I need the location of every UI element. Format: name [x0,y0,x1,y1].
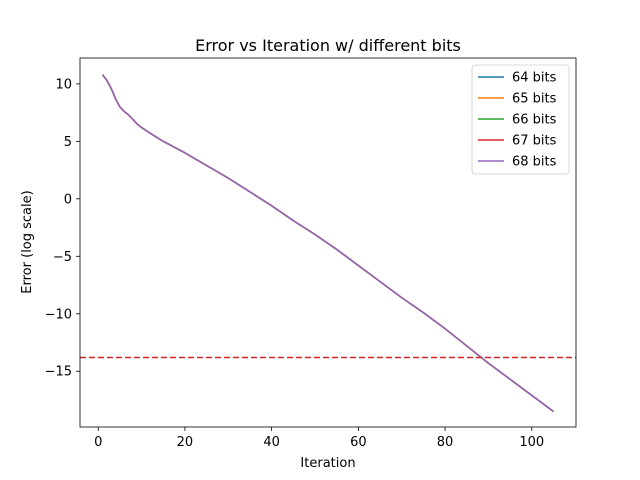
legend-label: 68 bits [512,155,557,170]
legend-label: 66 bits [512,113,557,128]
axes-frame [79,57,577,428]
legend-label: 65 bits [512,92,557,107]
y-tick-label: −10 [45,307,72,322]
legend-label: 64 bits [512,71,557,86]
x-tick-label: 60 [350,435,367,450]
y-axis-label: Error (log scale) [20,190,35,293]
x-tick-label: 100 [519,435,544,450]
plot-area: 0 20 40 60 80 100 10 5 0 −5 −10 −15 [45,57,577,450]
y-tick-label: −15 [45,365,72,380]
x-tick-label: 80 [437,435,454,450]
legend-box [471,64,570,175]
series-line-5 [101,74,554,413]
x-tick-label: 0 [94,435,102,450]
x-axis-label: Iteration [300,456,355,471]
legend-label: 67 bits [512,134,557,149]
x-tick-label: 20 [177,435,194,450]
legend: 64 bits 65 bits 66 bits 67 bits 68 bits [471,64,570,175]
y-tick-label: 10 [55,77,72,92]
x-tick-label: 40 [263,435,280,450]
y-tick-label: 5 [64,135,72,150]
chart-title: Error vs Iteration w/ different bits [195,36,461,55]
y-tick-label: −5 [53,250,72,265]
y-tick-label: 0 [64,192,72,207]
